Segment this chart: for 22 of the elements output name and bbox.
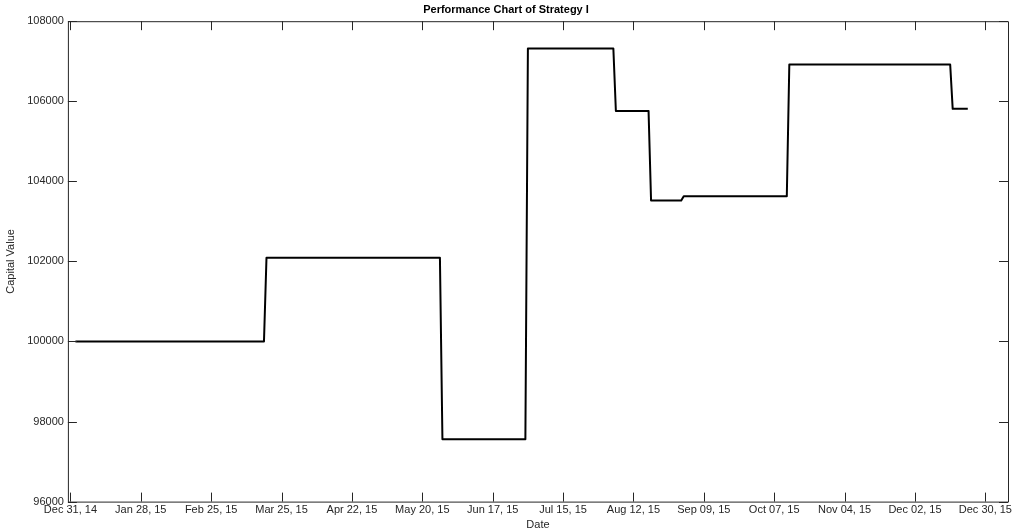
x-tick-label: Nov 04, 15 bbox=[818, 503, 872, 516]
y-tick-label: 104000 bbox=[27, 174, 64, 187]
x-tick-label: Dec 02, 15 bbox=[888, 503, 942, 516]
x-tick-label: Jun 17, 15 bbox=[467, 503, 519, 516]
x-axis-title: Date bbox=[526, 518, 550, 531]
x-tick-label: Jul 15, 15 bbox=[539, 503, 587, 516]
x-tick-label: Aug 12, 15 bbox=[606, 503, 661, 516]
y-tick-label: 102000 bbox=[27, 254, 64, 267]
y-tick-label: 108000 bbox=[27, 14, 64, 27]
y-tick-label: 98000 bbox=[33, 414, 64, 427]
x-tick-label: May 20, 15 bbox=[395, 503, 450, 516]
x-tick-label: Apr 22, 15 bbox=[326, 503, 378, 516]
y-tick-label: 100000 bbox=[27, 334, 64, 347]
x-tick-label: Oct 07, 15 bbox=[748, 503, 800, 516]
chart-title: Performance Chart of Strategy I bbox=[423, 2, 589, 15]
y-axis-title: Capital Value bbox=[3, 229, 16, 294]
x-tick-label: Mar 25, 15 bbox=[255, 503, 308, 516]
y-tick-label: 106000 bbox=[27, 94, 64, 107]
x-tick-label: Jan 28, 15 bbox=[115, 503, 167, 516]
x-tick-label: Sep 09, 15 bbox=[677, 503, 731, 516]
x-tick-label: Dec 30, 15 bbox=[958, 503, 1012, 516]
x-tick-label: Feb 25, 15 bbox=[184, 503, 238, 516]
